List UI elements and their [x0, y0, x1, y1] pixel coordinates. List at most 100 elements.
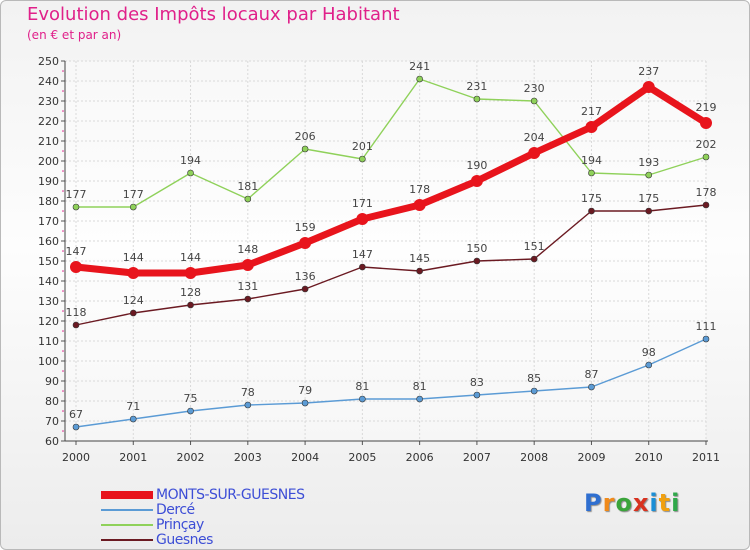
- y-minor-tick: [62, 430, 64, 432]
- data-point-derce: [244, 401, 252, 409]
- data-point-guesnes: [702, 201, 710, 209]
- data-label-monts-sur-guesnes: 217: [581, 105, 602, 118]
- data-label-guesnes: 145: [409, 252, 430, 265]
- y-tick-label: 80: [45, 395, 59, 408]
- y-tick-label: 240: [38, 75, 59, 88]
- legend-swatch: [101, 490, 153, 499]
- data-point-derce: [301, 399, 309, 407]
- data-point-princay: [187, 169, 194, 177]
- data-label-guesnes: 124: [123, 294, 144, 307]
- y-tick-label: 60: [45, 435, 59, 448]
- data-point-princay: [244, 195, 252, 203]
- y-tick-label: 210: [38, 135, 59, 148]
- chart-title: Evolution des Impôts locaux par Habitant: [27, 4, 400, 25]
- legend-item: Dercé: [101, 501, 304, 518]
- series-line-princay: [75, 78, 707, 208]
- y-minor-tick: [62, 390, 64, 392]
- data-label-guesnes: 150: [466, 242, 487, 255]
- data-label-monts-sur-guesnes: 171: [352, 197, 373, 210]
- data-label-princay: 206: [295, 130, 316, 143]
- data-label-monts-sur-guesnes: 147: [66, 245, 87, 258]
- y-tick-label: 110: [38, 335, 59, 348]
- data-label-derce: 67: [69, 408, 83, 421]
- y-tick-label: 230: [38, 95, 59, 108]
- data-label-guesnes: 136: [295, 270, 316, 283]
- x-tick-label: 2007: [463, 451, 491, 464]
- data-label-derce: 98: [642, 346, 656, 359]
- y-minor-tick: [62, 90, 64, 92]
- legend-item: Guesnes: [101, 532, 304, 548]
- data-label-monts-sur-guesnes: 237: [638, 65, 659, 78]
- data-point-monts-sur-guesnes: [528, 147, 541, 159]
- y-tick-label: 120: [38, 315, 59, 328]
- data-point-monts-sur-guesnes: [299, 237, 312, 249]
- data-point-monts-sur-guesnes: [356, 213, 369, 225]
- data-point-guesnes: [530, 255, 538, 263]
- data-label-monts-sur-guesnes: 148: [237, 243, 258, 256]
- data-label-monts-sur-guesnes: 178: [409, 183, 430, 196]
- chart-subtitle: (en € et par an): [27, 28, 122, 42]
- data-point-princay: [645, 171, 653, 179]
- series-line-derce: [75, 338, 707, 428]
- data-label-princay: 194: [581, 154, 602, 167]
- data-label-princay: 194: [180, 154, 201, 167]
- legend-item: Prinçay: [101, 517, 304, 533]
- legend-label: Dercé: [156, 501, 195, 518]
- y-tick-label: 130: [38, 295, 59, 308]
- data-label-derce: 87: [584, 368, 598, 381]
- data-point-derce: [645, 361, 653, 369]
- data-point-princay: [301, 145, 309, 153]
- x-tick-label: 2001: [119, 451, 147, 464]
- x-tick-label: 2010: [635, 451, 663, 464]
- data-label-princay: 181: [237, 180, 258, 193]
- data-label-monts-sur-guesnes: 159: [295, 221, 316, 234]
- x-tick-label: 2009: [577, 451, 605, 464]
- data-label-guesnes: 128: [180, 286, 201, 299]
- data-label-monts-sur-guesnes: 144: [180, 251, 201, 264]
- logo-letter: P: [584, 489, 603, 517]
- data-point-monts-sur-guesnes: [184, 267, 197, 279]
- data-label-guesnes: 118: [66, 306, 87, 319]
- y-minor-tick: [62, 350, 64, 352]
- y-minor-tick: [62, 270, 64, 272]
- data-point-derce: [702, 335, 710, 343]
- data-label-princay: 231: [466, 80, 487, 93]
- data-label-princay: 177: [123, 188, 144, 201]
- legend-swatch: [101, 523, 153, 526]
- legend-swatch: [101, 538, 153, 541]
- logo-letter: o: [615, 489, 633, 517]
- logo-letter: t: [658, 489, 672, 517]
- legend-swatch: [101, 508, 153, 511]
- y-tick-label: 160: [38, 235, 59, 248]
- data-label-princay: 241: [409, 60, 430, 73]
- data-point-monts-sur-guesnes: [127, 267, 140, 279]
- data-point-princay: [588, 169, 595, 177]
- data-label-princay: 177: [66, 188, 87, 201]
- data-label-guesnes: 175: [581, 192, 602, 205]
- y-tick-label: 200: [38, 155, 59, 168]
- x-tick-label: 2004: [291, 451, 319, 464]
- data-label-derce: 111: [696, 320, 717, 333]
- data-label-guesnes: 131: [237, 280, 258, 293]
- data-point-monts-sur-guesnes: [413, 199, 426, 211]
- data-point-monts-sur-guesnes: [585, 121, 598, 133]
- y-minor-tick: [62, 290, 64, 292]
- y-tick-label: 250: [38, 55, 59, 68]
- data-point-guesnes: [301, 285, 309, 293]
- y-minor-tick: [62, 330, 64, 332]
- y-tick-label: 90: [45, 375, 59, 388]
- data-point-derce: [588, 383, 595, 391]
- y-tick-label: 170: [38, 215, 59, 228]
- data-point-guesnes: [129, 309, 137, 317]
- x-tick-label: 2005: [348, 451, 376, 464]
- data-point-guesnes: [244, 295, 252, 303]
- logo-letter: x: [632, 489, 650, 517]
- data-label-princay: 201: [352, 140, 373, 153]
- data-point-guesnes: [187, 301, 194, 309]
- data-label-guesnes: 178: [696, 186, 717, 199]
- data-point-princay: [129, 203, 137, 211]
- y-tick-label: 100: [38, 355, 59, 368]
- series-line-guesnes: [75, 204, 707, 326]
- y-minor-tick: [62, 110, 64, 112]
